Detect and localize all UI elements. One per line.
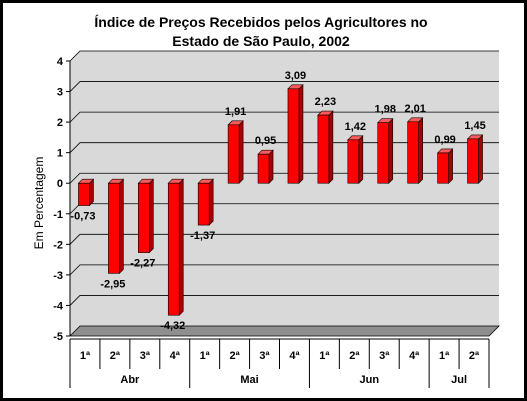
y-gridline	[69, 264, 499, 276]
bar-side	[388, 117, 394, 184]
bars-layer: -0,73 -2,95 -2,27 -4,32 -1,37 1,91 0,95 3,09 2,2…	[70, 70, 485, 332]
y-tick-label: 0	[57, 178, 63, 190]
bar	[347, 139, 360, 184]
plot-floor	[69, 325, 500, 337]
x-tick-label: 2ª	[469, 350, 480, 362]
bar-chart: Índice de Preços Recebidos pelos Agricul…	[32, 14, 500, 388]
bar	[437, 152, 449, 184]
x-group-label: Jun	[360, 374, 380, 386]
y-tick-label: 1	[57, 148, 63, 160]
bar	[197, 182, 210, 226]
x-tick-label: 1ª	[319, 350, 330, 362]
data-label: 2,23	[315, 96, 336, 108]
data-label: 1,42	[345, 121, 366, 133]
bar	[377, 122, 390, 184]
chart-frame: Índice de Preços Recebidos pelos Agricul…	[3, 3, 524, 398]
bar	[317, 114, 330, 184]
bar	[78, 182, 90, 206]
data-label: 2,01	[404, 103, 425, 115]
y-gridline	[69, 233, 499, 245]
y-gridline	[69, 50, 499, 62]
data-label: -4,32	[160, 320, 185, 332]
x-tick-label: 2ª	[230, 350, 241, 362]
y-tick-label: -2	[53, 239, 63, 251]
x-tick-label: 1ª	[80, 350, 91, 362]
bar	[257, 153, 270, 184]
bar	[227, 124, 240, 184]
x-tick-label: 4ª	[170, 350, 181, 362]
plot-wall	[70, 51, 499, 336]
bar-side	[478, 134, 483, 184]
data-label: 0,95	[255, 135, 276, 147]
bar	[467, 138, 479, 184]
x-tick-label: 2ª	[349, 350, 360, 362]
bar-side	[268, 149, 274, 184]
y-tick-label: 2	[57, 117, 63, 129]
data-label: -2,95	[100, 278, 125, 290]
y-gridline	[69, 295, 499, 306]
x-tick-label: 3ª	[259, 350, 270, 362]
bar	[108, 182, 120, 274]
data-label: -1,37	[190, 230, 215, 242]
x-group-label: Mai	[240, 374, 258, 386]
y-tick-label: -3	[53, 270, 63, 282]
bar-side	[89, 178, 94, 207]
bar-side	[119, 178, 124, 275]
bar	[407, 121, 419, 184]
chart-title: Índice de Preços Recebidos pelos Agricul…	[94, 14, 427, 30]
y-axis-label: Em Percentagem	[32, 157, 46, 250]
y-tick-label: 3	[57, 87, 63, 99]
x-tick-label: 4ª	[289, 350, 300, 362]
y-tick-label: -5	[53, 331, 63, 343]
bar-side	[448, 148, 453, 184]
data-label: -2,27	[130, 258, 155, 270]
x-tick-label: 3ª	[140, 350, 151, 362]
bar-side	[208, 178, 214, 226]
bar	[167, 182, 180, 316]
x-tick-label: 4ª	[409, 350, 420, 362]
bar-side	[178, 178, 184, 316]
bar-side	[238, 120, 244, 184]
bar-side	[418, 117, 423, 184]
y-tick-label: 4	[57, 56, 64, 68]
x-group-label: Jul	[451, 374, 467, 386]
bar-side	[298, 84, 304, 184]
data-label: 3,09	[285, 70, 306, 82]
x-tick-label: 1ª	[439, 350, 450, 362]
data-label: 0,99	[434, 134, 455, 146]
y-tick-label: -1	[53, 209, 63, 221]
x-group-label: Abr	[120, 374, 140, 386]
plot-area	[69, 50, 500, 337]
axis-layer: 4 3 2 1 0 -1 -2 -3 -4 -5 1ª 2ª 3ª 4ª 1ª 2ª 3ª 4ª 1ª 2ª 3ª 4ª 1…	[53, 56, 490, 388]
data-label: 1,98	[375, 104, 396, 116]
data-label: 1,45	[464, 120, 485, 132]
chart-subtitle: Estado de São Paulo, 2002	[172, 33, 350, 49]
bar	[287, 88, 300, 184]
bar-side	[328, 110, 334, 184]
data-label: -0,73	[70, 211, 95, 223]
data-label: 1,91	[225, 106, 246, 118]
x-tick-label: 2ª	[110, 350, 121, 362]
bar-side	[149, 178, 154, 254]
y-gridline	[69, 81, 499, 92]
bar	[138, 182, 150, 253]
x-tick-label: 1ª	[200, 350, 211, 362]
bar-side	[358, 135, 364, 184]
y-tick-label: -4	[53, 300, 64, 312]
x-tick-label: 3ª	[379, 350, 390, 362]
y-gridline	[69, 111, 499, 123]
